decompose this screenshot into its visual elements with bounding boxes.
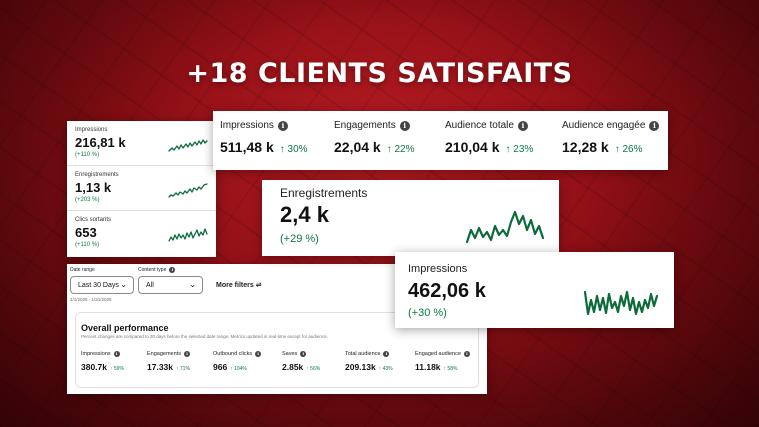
panel-description: Percent changes are compared to 30 days … <box>81 334 328 339</box>
kpi-change: 23% <box>513 144 534 155</box>
sparkline-chart <box>168 228 208 242</box>
card-value: 2,4 k <box>280 202 329 227</box>
arrow-up-icon: ↑ <box>176 366 179 372</box>
sparkline-chart <box>465 210 545 244</box>
kpi-engaged-audience: Audience engagée i 12,28 k ↑ 26% <box>562 120 660 155</box>
content-type-caption: Content type <box>138 267 167 273</box>
info-icon[interactable]: i <box>517 120 528 131</box>
kpi-change: 30% <box>287 144 308 155</box>
kpi-impressions: Impressions i 511,48 k ↑ 30% <box>220 120 308 155</box>
info-icon[interactable]: i <box>277 120 288 131</box>
perf-metric-engaged-audience: Engaged audience i 11.18k ↑ 58% <box>415 351 470 372</box>
overall-performance-panel: Overall performance Percent changes are … <box>75 312 479 388</box>
info-icon[interactable]: i <box>169 267 176 273</box>
content-type-value: All <box>146 281 154 289</box>
perf-metric-impressions: Impressions i 380.7k ↑ 59% <box>81 351 124 372</box>
info-icon[interactable]: i <box>649 120 660 131</box>
filters-bar: Date range Last 30 Days ⌄ Content type i … <box>67 264 487 308</box>
metric-label: Enregistrements <box>75 172 119 178</box>
arrow-up-icon: ↑ <box>614 144 620 155</box>
date-range-value: Last 30 Days <box>78 281 119 289</box>
info-icon[interactable]: i <box>300 351 307 357</box>
kpi-value: 511,48 k <box>220 139 274 155</box>
chevron-down-icon: ⌄ <box>189 280 196 289</box>
perf-metric-saves: Saves i 2.85k ↑ 56% <box>282 351 321 372</box>
perf-metric-outbound-clicks: Outbound clicks i 966 ↑ 104% <box>213 351 262 372</box>
saves-card: Enregistrements 2,4 k (+29 %) <box>262 180 559 256</box>
arrow-up-icon: ↑ <box>279 144 285 155</box>
card-label: Impressions <box>408 263 468 275</box>
perf-metric-engagements: Engagements i 17.33k ↑ 71% <box>147 351 190 372</box>
kpi-summary-card: Impressions i 511,48 k ↑ 30% Engagements i … <box>213 111 668 170</box>
sparkline-chart <box>168 139 208 152</box>
info-icon[interactable]: i <box>183 351 190 357</box>
info-icon[interactable]: i <box>255 351 262 357</box>
date-range-select[interactable]: Last 30 Days ⌄ <box>70 276 134 294</box>
info-icon[interactable]: i <box>399 120 410 131</box>
kpi-value: 210,04 k <box>445 139 500 155</box>
kpi-label: Audience totale <box>445 120 514 131</box>
info-icon[interactable]: i <box>383 351 390 357</box>
card-change: (+29 %) <box>280 233 319 245</box>
kpi-total-audience: Audience totale i 210,04 k ↑ 23% <box>445 120 533 155</box>
metric-value: 1,13 k <box>75 180 112 195</box>
chevron-down-icon: ⌄ <box>120 280 127 289</box>
metric-row-impressions: Impressions 216,81 k (+110 %) <box>67 121 216 166</box>
card-change: (+30 %) <box>408 307 447 319</box>
content-type-select[interactable]: All ⌄ <box>138 276 203 294</box>
arrow-up-icon: ↑ <box>443 366 447 372</box>
arrow-up-icon: ↑ <box>306 366 309 372</box>
arrow-up-icon: ↑ <box>110 366 113 372</box>
filter-icon: ⇌ <box>255 282 262 289</box>
date-range-caption: Date range <box>70 267 95 273</box>
kpi-value: 12,28 k <box>562 139 609 155</box>
info-icon[interactable]: i <box>113 351 120 357</box>
card-value: 462,06 k <box>408 280 486 302</box>
metric-row-outbound-clicks: Clics sortants 653 (+110 %) <box>67 211 216 256</box>
headline: +18 CLIENTS SATISFAITS <box>186 58 573 89</box>
arrow-up-icon: ↑ <box>230 366 233 372</box>
kpi-engagements: Engagements i 22,04 k ↑ 22% <box>334 120 415 155</box>
metric-label: Clics sortants <box>75 217 112 223</box>
perf-metric-total-audience: Total audience i 209.13k ↑ 43% <box>345 351 393 372</box>
arrow-up-icon: ↑ <box>505 144 511 155</box>
metric-change: (+203 %) <box>75 197 100 203</box>
card-label: Enregistrements <box>280 186 368 200</box>
metric-row-saves: Enregistrements 1,13 k (+203 %) <box>67 166 216 211</box>
kpi-label: Audience engagée <box>562 120 646 131</box>
arrow-up-icon: ↑ <box>378 366 382 372</box>
metrics-list-card: Impressions 216,81 k (+110 %) Enregistre… <box>67 121 216 257</box>
more-filters-button[interactable]: More filters ⇌ <box>216 282 262 289</box>
metric-value: 216,81 k <box>75 135 126 150</box>
kpi-label: Engagements <box>334 120 396 131</box>
date-range-dates: 1/1/2025 - 1/31/2025 <box>70 297 112 302</box>
arrow-up-icon: ↑ <box>386 144 392 155</box>
impressions-card: Impressions 462,06 k (+30 %) <box>395 252 674 328</box>
panel-title: Overall performance <box>81 323 169 333</box>
metric-change: (+110 %) <box>75 242 100 248</box>
metric-value: 653 <box>75 225 97 240</box>
info-icon[interactable]: i <box>463 351 470 357</box>
kpi-label: Impressions <box>220 120 274 131</box>
metric-label: Impressions <box>75 127 108 133</box>
sparkline-chart <box>583 290 658 316</box>
kpi-value: 22,04 k <box>334 139 381 155</box>
sparkline-chart <box>168 183 208 198</box>
metric-change: (+110 %) <box>75 152 100 158</box>
kpi-change: 22% <box>394 144 415 155</box>
kpi-change: 26% <box>622 144 643 155</box>
